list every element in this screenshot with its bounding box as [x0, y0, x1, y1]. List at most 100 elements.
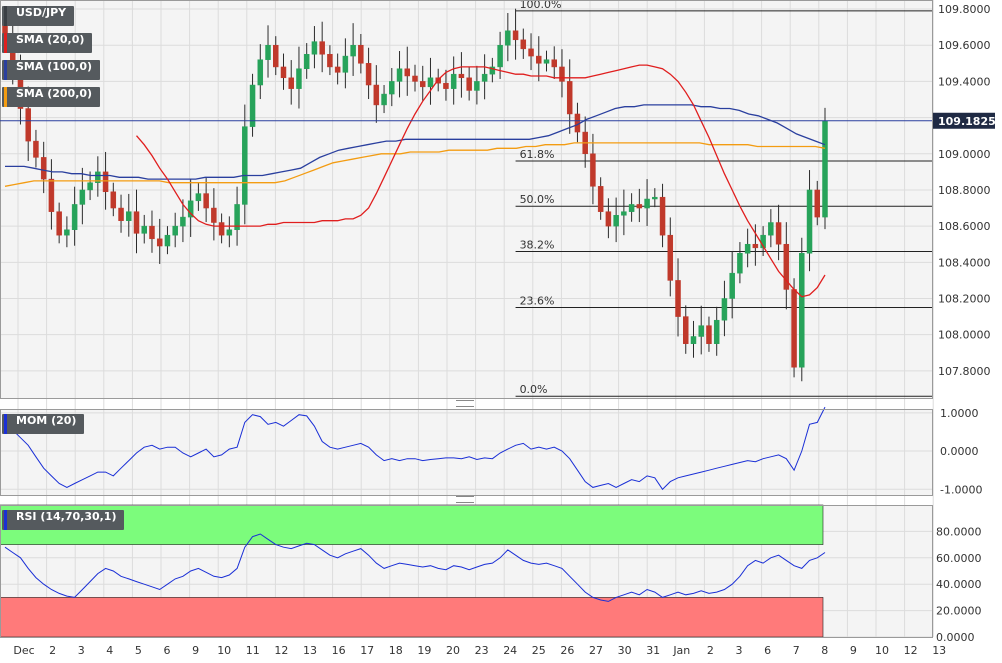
- candle-body: [296, 68, 302, 89]
- candle-body: [358, 44, 364, 64]
- x-tick-label: 18: [389, 644, 403, 657]
- candle-body: [110, 191, 117, 209]
- x-tick-label: Jan: [672, 644, 690, 657]
- candle-body: [334, 66, 341, 73]
- candle-body: [342, 55, 349, 73]
- candle-body: [242, 126, 248, 205]
- candle-body: [288, 77, 294, 89]
- price-tick-label: 107.8000: [938, 365, 991, 378]
- x-tick-label: 4: [106, 644, 113, 657]
- candle-body: [806, 189, 813, 254]
- mom-tick-label: 1.0000: [940, 407, 979, 420]
- candle-body: [822, 120, 828, 218]
- candle-body: [783, 243, 790, 290]
- candle-body: [95, 171, 101, 183]
- x-tick-label: 31: [646, 644, 660, 657]
- candle-body: [218, 222, 225, 236]
- candle-body: [536, 55, 542, 64]
- candle-body: [87, 182, 93, 191]
- sma100-label: SMA (100,0): [2, 60, 101, 80]
- candle-body: [551, 59, 557, 68]
- x-tick-label: 2: [707, 644, 714, 657]
- candle-body: [729, 272, 735, 299]
- price-tick-label: 109.8000: [938, 3, 991, 16]
- rsi-tick-label: 0.0000: [936, 631, 975, 644]
- candle-body: [48, 178, 55, 212]
- price-tick-label: 109.0000: [938, 148, 991, 161]
- candle-body: [141, 225, 147, 234]
- rsi-oversold-zone: [0, 597, 824, 638]
- last-price-text: 109.1825: [938, 115, 996, 128]
- candle-body: [474, 81, 480, 91]
- fib-label: 38.2%: [520, 238, 555, 251]
- candle-body: [273, 44, 279, 68]
- candle-body: [280, 66, 287, 79]
- x-tick-label: 27: [589, 644, 603, 657]
- candle-body: [690, 336, 697, 344]
- candle-body: [404, 68, 411, 77]
- rsi-line: [4, 533, 826, 602]
- rsi-tick-label: 20.0000: [936, 605, 982, 618]
- sma200-text: SMA (200,0): [16, 87, 93, 100]
- x-tick-label: 13: [303, 644, 317, 657]
- candle-body: [133, 211, 140, 234]
- candle-body: [799, 253, 805, 368]
- panel-resize-handle-2[interactable]: [456, 496, 474, 503]
- panel-resize-handle-1[interactable]: [456, 400, 474, 407]
- candle-body: [706, 325, 712, 344]
- candle-body: [458, 73, 465, 79]
- price-tick-label: 108.4000: [938, 256, 991, 269]
- candle-body: [644, 198, 650, 209]
- price-tick-label: 109.4000: [938, 75, 991, 88]
- candle-body: [373, 84, 380, 106]
- x-tick-label: 13: [932, 644, 946, 657]
- candle-body: [559, 66, 565, 82]
- candle-body: [419, 81, 426, 88]
- candle-body: [234, 204, 240, 231]
- candle-body: [25, 108, 31, 142]
- candle-body: [40, 157, 47, 180]
- mom-text: MOM (20): [16, 414, 77, 427]
- sma20-line: [136, 64, 826, 298]
- candle-body: [814, 189, 821, 218]
- x-tick-label: 10: [217, 644, 231, 657]
- momentum-line: [4, 406, 826, 491]
- x-tick-label: 12: [274, 644, 288, 657]
- panel-border: [0, 0, 933, 399]
- candle-body: [381, 93, 387, 106]
- candle-body: [636, 204, 643, 209]
- candle-body: [226, 229, 233, 236]
- candle-body: [481, 73, 488, 82]
- candle-body: [721, 298, 728, 321]
- mom-tick-label: 0.0000: [940, 445, 979, 458]
- price-tick-label: 108.6000: [938, 220, 991, 233]
- sma100-swatch: [4, 60, 7, 80]
- candle-body: [71, 204, 78, 231]
- candle-body: [698, 325, 704, 337]
- candle-body: [737, 253, 743, 274]
- fib-label: 100.0%: [520, 0, 562, 11]
- x-tick-label: 24: [503, 644, 517, 657]
- sma200-label: SMA (200,0): [2, 87, 101, 107]
- x-tick-label: 3: [78, 644, 85, 657]
- x-tick-label: 8: [821, 644, 828, 657]
- candle-body: [156, 238, 163, 247]
- candle-body: [164, 234, 171, 247]
- candle-body: [543, 59, 550, 64]
- candle-body: [520, 39, 527, 50]
- candle-body: [149, 225, 155, 240]
- fib-label: 0.0%: [520, 383, 548, 396]
- candle-body: [528, 48, 534, 57]
- sma20-swatch: [4, 33, 7, 53]
- rsi-tick-label: 60.0000: [936, 552, 982, 565]
- candle-body: [303, 54, 310, 69]
- x-tick-label: 6: [164, 644, 171, 657]
- candle-body: [512, 30, 519, 41]
- sma20-text: SMA (20,0): [16, 33, 85, 46]
- rsi-swatch: [4, 510, 7, 530]
- candle-body: [791, 289, 797, 368]
- x-tick-label: 19: [417, 644, 431, 657]
- fib-label: 50.0%: [520, 193, 555, 206]
- candle-body: [365, 63, 372, 86]
- x-tick-label: 12: [904, 644, 918, 657]
